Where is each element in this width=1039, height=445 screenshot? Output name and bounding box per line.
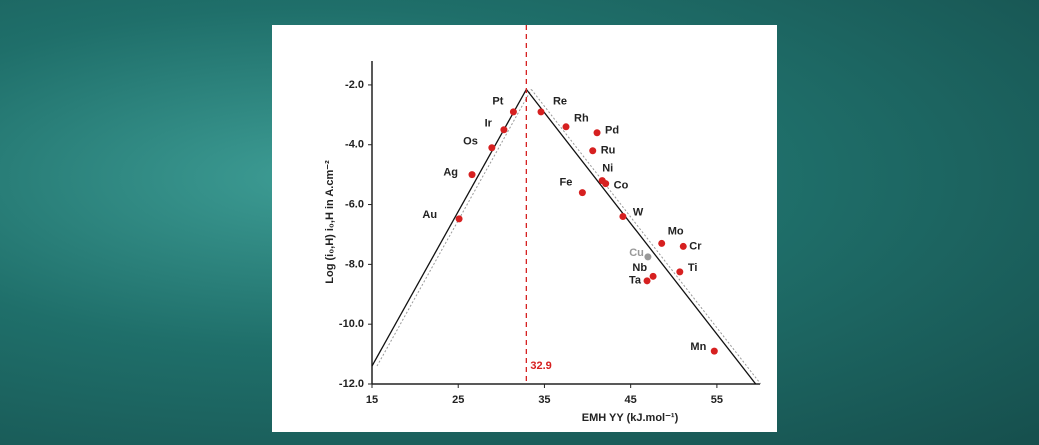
point-label: Mn [690,341,706,353]
fit-line [525,89,757,385]
point-label: Cu [629,247,644,259]
point-label: W [633,206,644,218]
point [500,126,508,134]
point [578,189,586,197]
point [562,123,570,131]
point-label: Cr [689,240,702,252]
point [509,108,517,116]
point [455,215,463,223]
point-label: Os [463,136,478,148]
point-label: Mo [668,225,684,237]
y-tick-label: -12.0 [339,378,364,390]
point-label: Fe [560,176,573,188]
y-tick-label: -2.0 [345,79,364,91]
point [488,144,496,152]
point-label: Pt [492,96,503,108]
y-tick-label: -4.0 [345,139,364,151]
x-tick-label: 55 [711,394,723,406]
point [468,171,476,179]
point [589,147,597,155]
x-tick-label: 35 [538,394,550,406]
y-axis-label: Log (i₀,H) i₀,H in A.cm⁻² [324,160,336,284]
point [643,277,651,285]
point-label: Pd [605,125,619,137]
point-label: Ni [602,163,613,175]
point-label: Ti [688,262,698,274]
point-label: Ir [485,118,493,130]
x-tick-label: 25 [452,394,464,406]
point [658,239,666,247]
fit-band [376,89,532,367]
point-label: Ru [601,145,616,157]
point-label: Rh [574,113,589,125]
point [644,253,652,261]
point-label: Co [614,180,629,192]
point [649,272,657,280]
point-label: Re [553,96,567,108]
point-label: Ta [629,275,642,287]
point-label: Nb [632,262,647,274]
point-label: Au [422,209,437,221]
x-axis-label: EMH YY (kJ.mol⁻¹) [582,412,679,424]
x-tick-label: 45 [625,394,637,406]
point [710,347,718,355]
y-tick-label: -10.0 [339,318,364,330]
point [619,213,627,221]
point [679,242,687,250]
point [676,268,684,276]
threshold-label: 32.9 [530,360,551,372]
point [537,108,545,116]
point [593,129,601,137]
y-tick-label: -6.0 [345,198,364,210]
y-tick-label: -8.0 [345,258,364,270]
point [602,180,610,188]
fit-line [371,89,527,367]
point-label: Ag [443,167,458,179]
x-tick-label: 15 [366,394,378,406]
